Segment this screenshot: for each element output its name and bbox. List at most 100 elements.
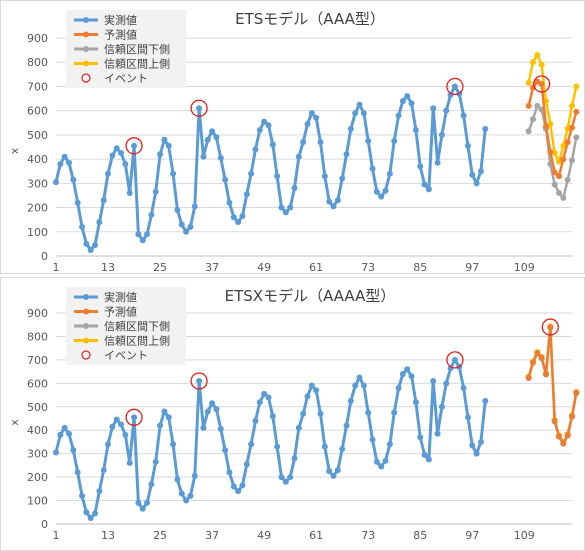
legend-swatch-marker (83, 323, 89, 329)
x-tick-label: 37 (205, 261, 219, 274)
data-point-actual (74, 199, 81, 206)
x-tick-label: 61 (309, 529, 323, 542)
event-marker (446, 351, 464, 369)
y-tick-label: 200 (27, 202, 48, 215)
data-point-actual (53, 179, 59, 186)
data-point-actual (105, 441, 112, 448)
data-point-actual (148, 211, 155, 218)
data-point-actual (382, 457, 389, 464)
data-point-actual (222, 176, 229, 183)
data-point-actual (399, 97, 406, 104)
data-point-forecast (538, 81, 545, 88)
data-point-actual (438, 131, 445, 138)
data-point-actual (430, 377, 437, 384)
x-tick-label: 85 (413, 529, 427, 542)
legend-item: 実測値 (74, 290, 137, 304)
data-point-actual (378, 193, 385, 200)
legend-swatch-marker (83, 308, 89, 315)
event-marker (532, 75, 551, 93)
data-point-forecast (525, 102, 532, 109)
data-point-actual (135, 231, 142, 238)
data-point-forecast (542, 123, 549, 130)
legend-label: 実測値 (104, 13, 137, 27)
data-point-actual (265, 122, 272, 129)
data-point-forecast (573, 108, 580, 115)
chart-title: ETSモデル（AAA型） (235, 10, 385, 28)
data-point-actual (360, 382, 367, 389)
y-tick-label: 500 (27, 401, 48, 414)
data-point-forecast (555, 433, 562, 440)
x-tick-label: 13 (101, 261, 115, 274)
data-point-actual (430, 105, 437, 112)
y-tick-label: 400 (27, 424, 48, 437)
data-point-upper (560, 142, 567, 149)
data-point-actual (174, 206, 181, 213)
data-point-actual (165, 414, 172, 421)
data-point-actual (300, 139, 307, 146)
data-point-actual (378, 463, 385, 470)
x-tick-label: 49 (257, 529, 271, 542)
data-point-actual (304, 120, 311, 127)
series-actual (53, 356, 489, 522)
data-point-actual (243, 461, 250, 468)
legend-item: 予測値 (74, 28, 137, 42)
data-point-actual (139, 505, 146, 512)
data-point-actual (330, 472, 337, 479)
data-point-actual (395, 112, 402, 119)
y-tick-label: 400 (27, 153, 48, 166)
data-point-actual (230, 483, 237, 490)
data-point-actual (157, 422, 164, 429)
legend-swatch-event (81, 73, 91, 83)
data-point-actual (196, 377, 203, 384)
data-point-actual (217, 426, 224, 433)
legend-label: イベント (104, 72, 148, 85)
data-point-actual (204, 136, 211, 143)
data-point-actual (399, 370, 406, 377)
data-point-actual (434, 159, 441, 166)
data-point-actual (460, 112, 467, 119)
data-point-actual (213, 134, 220, 141)
data-point-actual (66, 430, 73, 437)
data-point-actual (96, 488, 103, 495)
event-marker (446, 77, 464, 96)
data-point-actual (152, 458, 159, 465)
data-point-actual (152, 188, 159, 195)
data-point-actual (178, 221, 185, 228)
data-point-actual (438, 403, 445, 410)
event-marker (190, 372, 208, 390)
x-tick-label: 97 (465, 529, 479, 542)
data-point-actual (83, 509, 90, 516)
event-marker (125, 137, 143, 155)
data-point-lower (534, 102, 541, 109)
legend-swatch-marker (83, 46, 89, 52)
data-point-upper (573, 83, 580, 90)
data-point-actual (356, 374, 363, 381)
data-point-actual (334, 467, 341, 474)
data-point-actual (105, 170, 112, 177)
legend-item: 信頼区間下側 (74, 43, 170, 56)
legend-swatch-marker (83, 294, 89, 300)
data-point-actual (118, 421, 125, 428)
data-point-actual (391, 409, 398, 416)
data-point-lower (529, 116, 536, 123)
data-point-actual (109, 423, 116, 430)
data-point-actual (144, 499, 151, 506)
data-point-upper (525, 79, 532, 86)
data-point-actual (87, 515, 94, 522)
data-point-actual (265, 394, 272, 401)
data-point-actual (157, 151, 164, 158)
data-point-actual (122, 160, 129, 167)
event-marker (125, 408, 143, 426)
legend-item: 信頼区間上側 (74, 335, 170, 348)
data-point-actual (113, 416, 120, 423)
data-point-actual (373, 458, 380, 465)
data-point-forecast (560, 440, 567, 447)
data-point-actual (243, 191, 250, 198)
data-point-forecast (569, 413, 575, 420)
data-point-actual (126, 460, 133, 467)
chart-title: ETSXモデル（AAAA型） (225, 287, 396, 305)
data-point-actual (235, 488, 242, 495)
data-point-actual (70, 447, 77, 454)
y-tick-label: 700 (27, 354, 48, 367)
